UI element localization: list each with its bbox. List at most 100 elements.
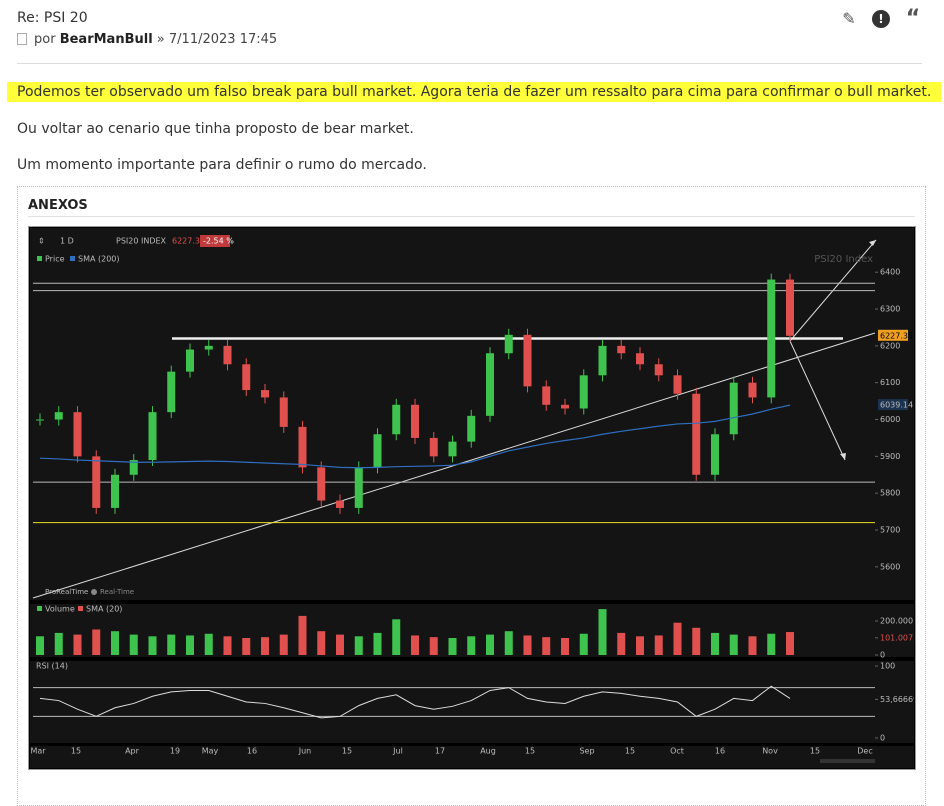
x-tick-label: 17	[435, 747, 445, 756]
volume-bar	[167, 634, 176, 655]
volume-bar	[673, 622, 682, 655]
legend-swatch	[78, 606, 83, 611]
candle	[129, 460, 138, 475]
volume-bar	[748, 636, 757, 655]
last-price: 6227.35	[172, 237, 205, 246]
candle	[336, 500, 344, 508]
x-tick-label: Oct	[670, 747, 684, 756]
candle	[467, 415, 476, 442]
date: 7/11/2023 17:45	[168, 32, 278, 47]
volume-bar	[92, 629, 101, 655]
y-tick-label: 6100	[880, 378, 900, 387]
candle	[748, 382, 757, 398]
x-tick-label: May	[202, 747, 219, 756]
candle	[73, 412, 82, 457]
source: ProRealTime	[45, 588, 88, 596]
candle	[636, 353, 644, 365]
source-mode: Real-Time	[100, 588, 134, 596]
legend-swatch	[70, 256, 75, 261]
candle	[523, 334, 532, 387]
candle	[392, 404, 401, 435]
divider	[28, 216, 915, 217]
quote-button[interactable]: “	[905, 6, 921, 31]
toolbar-icon[interactable]: ⇕	[38, 237, 45, 246]
volume-bar	[448, 638, 457, 655]
candle	[204, 345, 213, 350]
y-tick-label: 5700	[880, 526, 900, 535]
volume-bar	[373, 632, 382, 655]
candle	[598, 345, 607, 376]
x-tick-label: Mar	[30, 747, 46, 756]
candle	[354, 467, 363, 508]
report-button[interactable]: !	[872, 10, 890, 28]
scrollbar[interactable]	[820, 759, 875, 763]
candle	[36, 419, 44, 421]
candle	[542, 386, 551, 405]
candle	[654, 364, 663, 376]
volume-bar	[336, 634, 344, 655]
change-badge	[200, 235, 230, 247]
x-tick-label: Apr	[125, 747, 140, 756]
price-tag-label: 6227.35	[880, 331, 913, 340]
candle	[786, 279, 794, 336]
post-actions: ✎ ! “	[840, 6, 922, 31]
candle	[617, 345, 626, 354]
x-tick-label: 15	[625, 747, 635, 756]
volume-bar	[148, 636, 157, 655]
volume-bar	[298, 615, 307, 655]
y-tick-label: 5800	[880, 489, 900, 498]
price-tag	[878, 329, 908, 341]
candle	[167, 371, 176, 413]
volume-bar	[261, 637, 269, 655]
panel-sep	[30, 600, 914, 604]
paragraph: Podemos ter observado um falso break par…	[7, 82, 942, 102]
x-tick-label: 19	[170, 747, 180, 756]
arrow-head	[869, 240, 876, 246]
volume-bar	[486, 634, 494, 655]
y-tick-label: 6200	[880, 341, 900, 350]
author[interactable]: BearManBull	[59, 32, 153, 47]
y-tick-label: 200.000	[880, 617, 913, 626]
paragraph: Ou voltar ao cenario que tinha proposto …	[17, 121, 414, 137]
candle	[411, 404, 419, 438]
x-tick-label: Jun	[298, 747, 312, 756]
candle	[711, 434, 719, 475]
arrow	[789, 340, 846, 461]
y-tick-label: 0	[880, 651, 885, 660]
volume-bar	[317, 631, 326, 655]
candle	[317, 467, 326, 501]
arrow-head	[840, 453, 846, 460]
legend-swatch	[37, 256, 42, 261]
y-tick-label: 0	[880, 733, 885, 742]
volume-sma-label: SMA (20)	[86, 605, 122, 614]
post-icon	[17, 33, 27, 45]
volume-bar	[392, 619, 401, 655]
volume-bar	[73, 634, 82, 655]
legend-sma: SMA (200)	[78, 255, 120, 264]
volume-bar	[786, 632, 794, 655]
x-tick-label: 15	[342, 747, 352, 756]
edit-button[interactable]: ✎	[842, 9, 856, 28]
legend-price: Price	[45, 255, 65, 264]
symbol[interactable]: PSI20 INDEX	[116, 237, 167, 246]
page: {"post": {"title": "Re: PSI 20", "by": "…	[7, 6, 942, 806]
x-tick-label: Aug	[480, 747, 496, 756]
volume-bar	[654, 635, 663, 655]
volume-bar	[523, 635, 532, 655]
volume-bar	[617, 632, 626, 655]
watermark: PSI20 Index	[814, 254, 873, 265]
rsi-label: RSI (14)	[36, 662, 68, 671]
volume-bar	[636, 636, 644, 655]
panel-sep	[30, 657, 914, 661]
sma-tag	[878, 399, 908, 411]
candle	[429, 437, 438, 457]
x-tick-label: 16	[715, 747, 725, 756]
candle	[692, 393, 701, 475]
volume-bar	[542, 637, 551, 655]
y-tick-label: 100	[880, 662, 895, 671]
candle	[54, 412, 63, 420]
candle	[279, 397, 288, 427]
y-tick-label: 6300	[880, 305, 900, 314]
volume-bar	[129, 634, 138, 655]
interval[interactable]: 1 D	[60, 237, 74, 246]
